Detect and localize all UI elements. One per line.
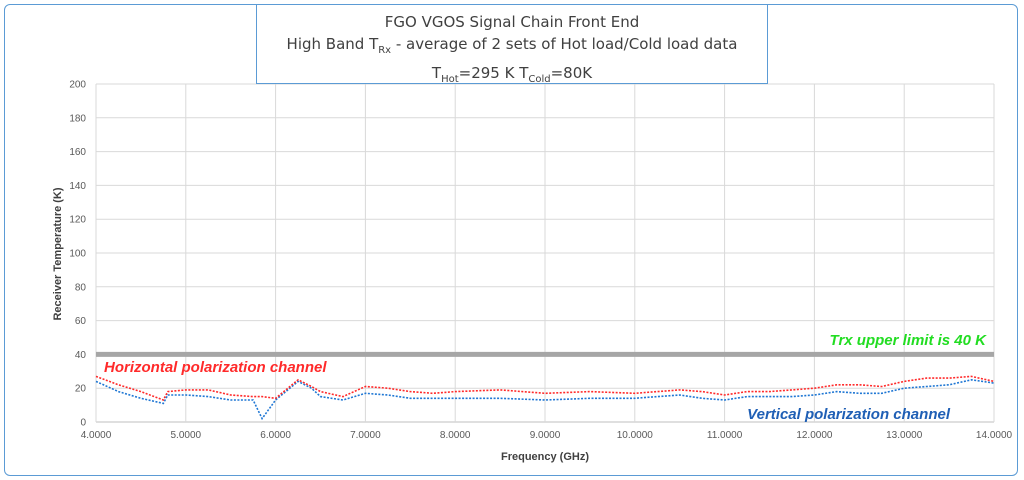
x-tick-label: 4.0000 xyxy=(81,430,112,441)
series-lines xyxy=(95,375,995,421)
y-axis-title: Receiver Temperature (K) xyxy=(52,187,64,320)
chart-title-line-3: THot=295 K TCold=80K xyxy=(431,64,593,85)
vertical-series-line xyxy=(95,378,995,421)
y-tick-label: 20 xyxy=(75,384,87,395)
y-tick-label: 200 xyxy=(69,80,86,91)
chart-title-box: FGO VGOS Signal Chain Front End High Ban… xyxy=(256,4,768,85)
horizontal-series-line xyxy=(95,375,995,401)
y-tick-labels: 0 20 40 60 80 100 120 140 160 180 200 xyxy=(69,80,86,429)
y-tick-label: 60 xyxy=(75,316,87,327)
chart-title-line-2: High Band TRx - average of 2 sets of Hot… xyxy=(286,35,738,56)
x-tick-label: 9.0000 xyxy=(530,430,561,441)
x-tick-label: 11.0000 xyxy=(707,430,743,441)
chart-title-line-1: FGO VGOS Signal Chain Front End xyxy=(384,13,640,31)
x-tick-label: 6.0000 xyxy=(260,430,291,441)
x-tick-labels: 4.0000 5.0000 6.0000 7.0000 8.0000 9.0000 10.0… xyxy=(81,430,1013,441)
grid xyxy=(95,83,995,423)
y-tick-label: 0 xyxy=(80,418,86,429)
x-axis-title: Frequency (GHz) xyxy=(501,451,589,463)
x-tick-label: 13.0000 xyxy=(886,430,923,441)
y-tick-label: 80 xyxy=(75,282,87,293)
upper-limit-label: Trx upper limit is 40 K xyxy=(830,332,988,349)
x-tick-label: 7.0000 xyxy=(350,430,381,441)
y-tick-label: 40 xyxy=(75,350,87,361)
x-tick-label: 8.0000 xyxy=(440,430,471,441)
y-tick-label: 120 xyxy=(69,215,86,226)
y-tick-label: 140 xyxy=(69,181,86,192)
y-tick-label: 160 xyxy=(69,147,86,158)
x-tick-label: 12.0000 xyxy=(796,430,833,441)
y-tick-label: 180 xyxy=(69,113,86,124)
horizontal-channel-label: Horizontal polarization channel xyxy=(104,359,327,376)
vertical-channel-label: Vertical polarization channel xyxy=(747,406,951,423)
y-tick-label: 100 xyxy=(69,249,86,260)
x-tick-label: 14.0000 xyxy=(976,430,1013,441)
x-tick-label: 5.0000 xyxy=(171,430,202,441)
x-tick-label: 10.0000 xyxy=(617,430,654,441)
